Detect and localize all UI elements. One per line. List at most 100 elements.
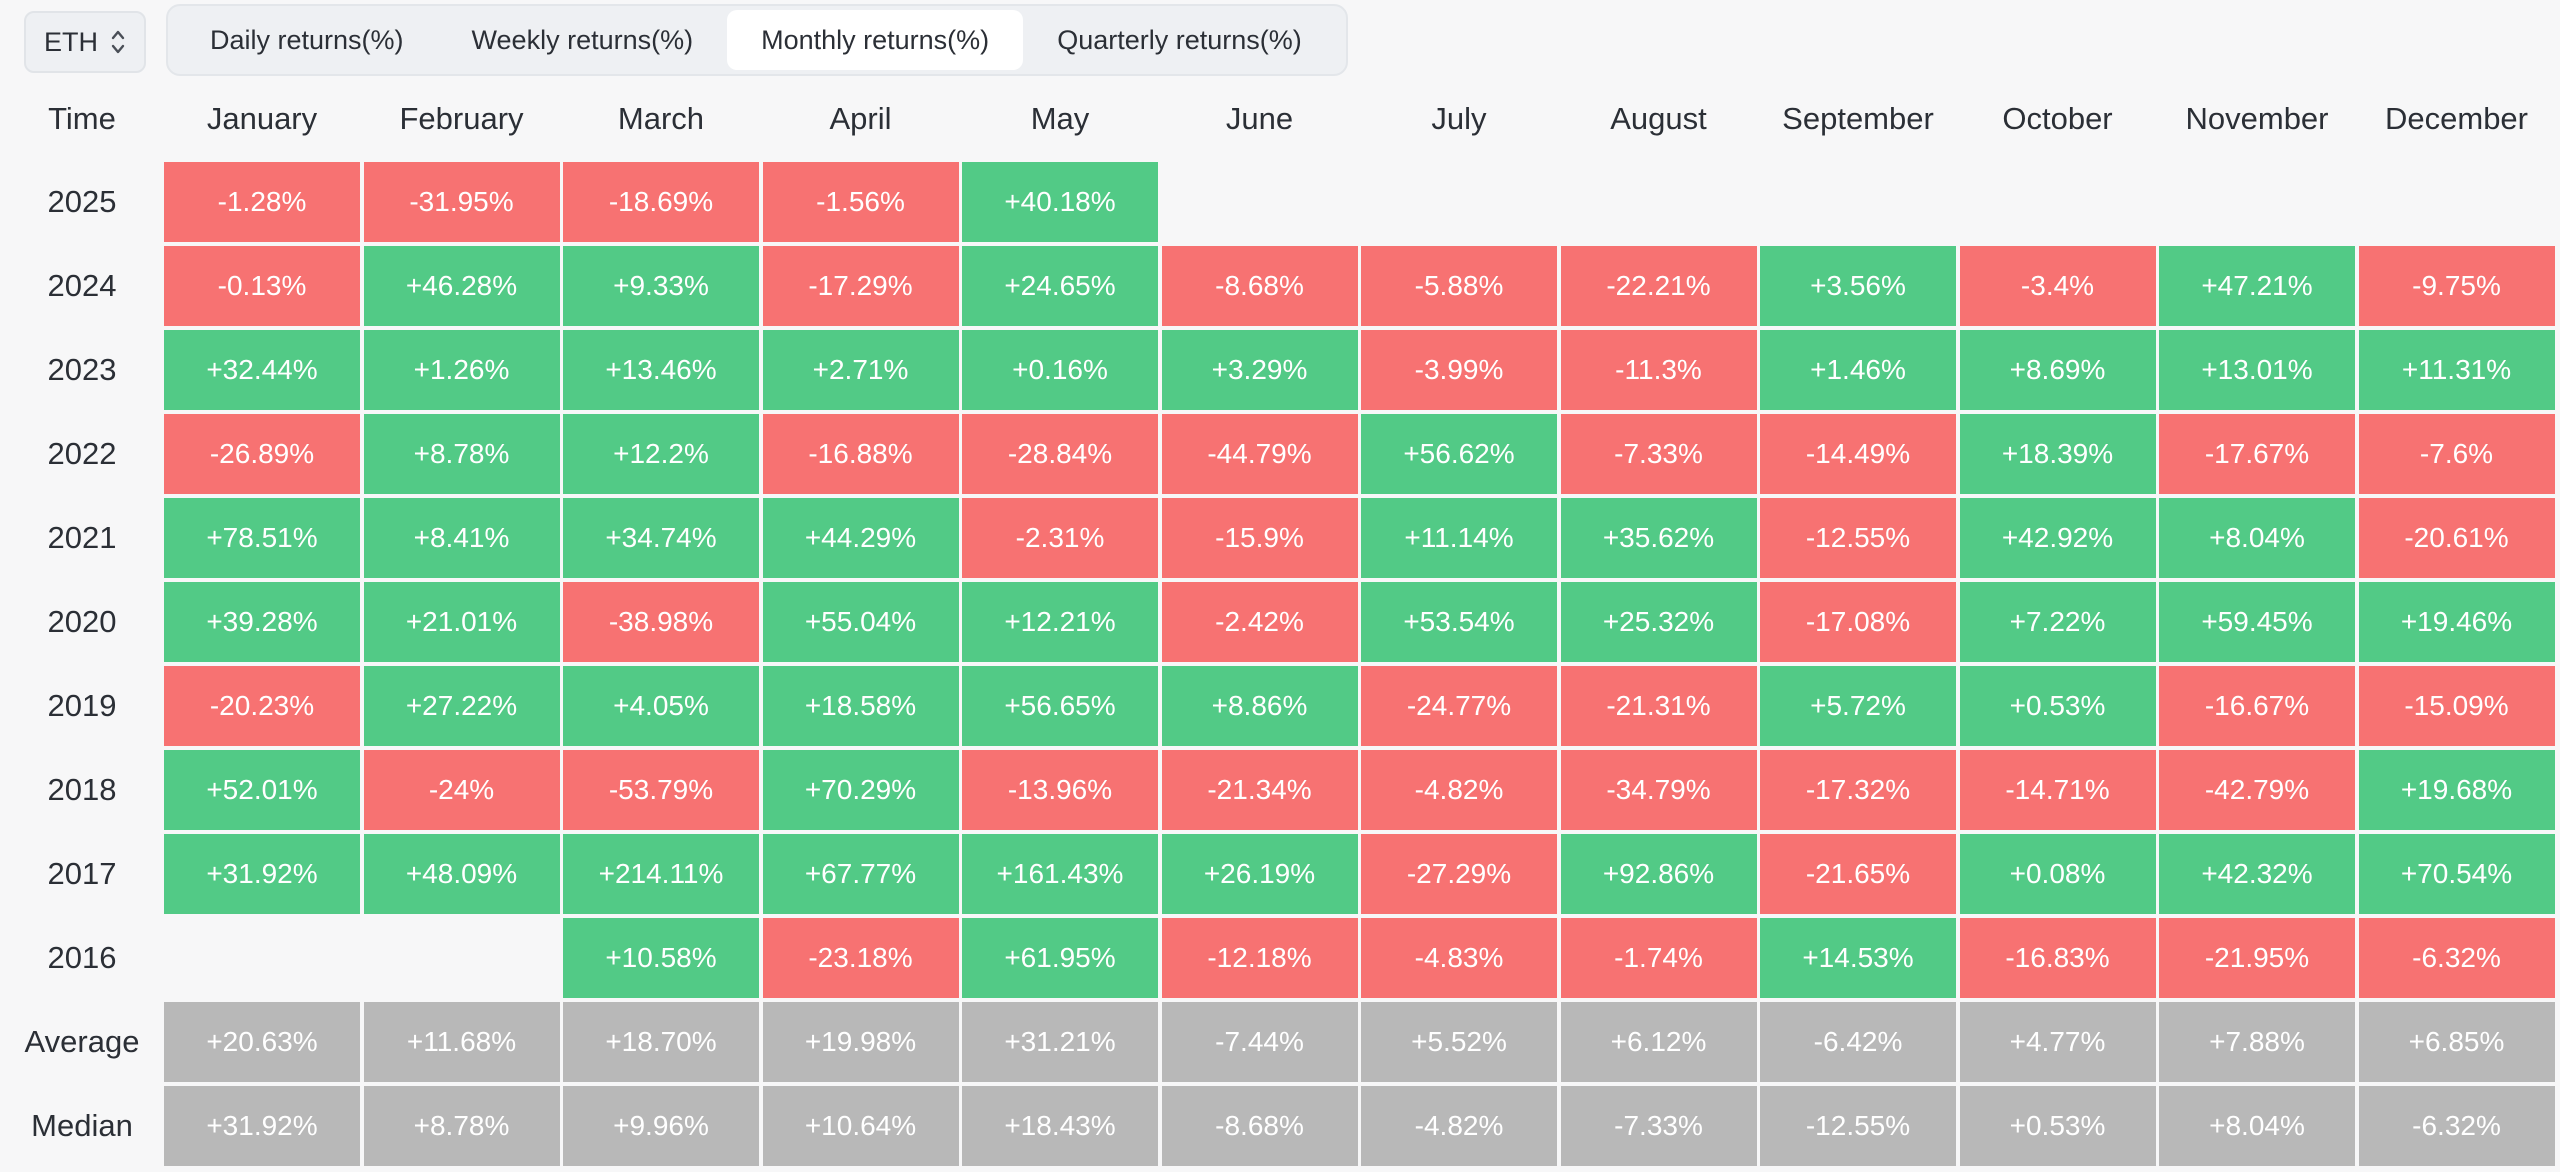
return-cell: +25.32% xyxy=(1560,582,1757,662)
return-cell: -24.77% xyxy=(1361,666,1557,746)
return-cell: +0.53% xyxy=(1959,666,2156,746)
return-cell: +67.77% xyxy=(762,834,959,914)
return-cell: +5.72% xyxy=(1760,666,1956,746)
summary-cell: +5.52% xyxy=(1361,1002,1557,1082)
summary-cell: +10.64% xyxy=(762,1086,959,1166)
return-cell: -17.67% xyxy=(2159,414,2355,494)
return-cell: -7.6% xyxy=(2358,414,2555,494)
return-cell: +4.05% xyxy=(563,666,759,746)
month-header-june: June xyxy=(1225,101,1294,136)
return-cell: +0.08% xyxy=(1959,834,2156,914)
return-cell: -13.96% xyxy=(962,750,1158,830)
return-cell: +10.58% xyxy=(563,918,759,998)
summary-cell: +31.92% xyxy=(164,1086,360,1166)
return-cell: -27.29% xyxy=(1361,834,1557,914)
summary-cell: +6.12% xyxy=(1560,1002,1757,1082)
return-cell: -31.95% xyxy=(363,162,560,242)
return-cell: +214.11% xyxy=(563,834,759,914)
month-header-september: September xyxy=(1782,101,1934,136)
return-cell: -17.29% xyxy=(762,246,959,326)
return-cell: +18.39% xyxy=(1959,414,2156,494)
return-cell: +92.86% xyxy=(1560,834,1757,914)
return-cell: -1.28% xyxy=(164,162,360,242)
asset-select[interactable]: ETH xyxy=(24,11,146,73)
return-cell: -26.89% xyxy=(164,414,360,494)
return-cell: -9.75% xyxy=(2358,246,2555,326)
return-cell: -24% xyxy=(363,750,560,830)
summary-cell: +4.77% xyxy=(1959,1002,2156,1082)
summary-cell: +9.96% xyxy=(563,1086,759,1166)
return-cell: +44.29% xyxy=(762,498,959,578)
time-column-header: Time xyxy=(48,101,116,136)
summary-cell: -7.33% xyxy=(1560,1086,1757,1166)
summary-cell: +11.68% xyxy=(363,1002,560,1082)
return-cell: -16.83% xyxy=(1959,918,2156,998)
return-cell: -15.9% xyxy=(1161,498,1358,578)
return-cell: -17.08% xyxy=(1760,582,1956,662)
row-label-2019: 2019 xyxy=(47,688,117,723)
return-cell: +40.18% xyxy=(962,162,1158,242)
return-cell: -11.3% xyxy=(1560,330,1757,410)
return-cell: -4.83% xyxy=(1361,918,1557,998)
return-cell: -20.61% xyxy=(2358,498,2555,578)
tab-weekly-returns[interactable]: Weekly returns(%) xyxy=(471,24,694,55)
return-cell: +11.31% xyxy=(2358,330,2555,410)
row-label-2021: 2021 xyxy=(47,520,117,555)
return-cell: -7.33% xyxy=(1560,414,1757,494)
chevron-up-down-icon xyxy=(110,27,126,57)
return-cell: -1.74% xyxy=(1560,918,1757,998)
return-cell: -22.21% xyxy=(1560,246,1757,326)
return-cell: +3.56% xyxy=(1760,246,1956,326)
month-header-july: July xyxy=(1431,101,1487,136)
tab-daily-returns[interactable]: Daily returns(%) xyxy=(210,24,404,55)
toolbar: ETH xyxy=(24,8,146,76)
return-cell: -14.49% xyxy=(1760,414,1956,494)
row-label-2017: 2017 xyxy=(47,856,117,891)
return-cell: +9.33% xyxy=(563,246,759,326)
row-label-average: Average xyxy=(24,1024,140,1059)
summary-cell: +18.70% xyxy=(563,1002,759,1082)
return-cell: -3.4% xyxy=(1959,246,2156,326)
summary-cell: -7.44% xyxy=(1161,1002,1358,1082)
return-cell: -2.42% xyxy=(1161,582,1358,662)
return-cell: +3.29% xyxy=(1161,330,1358,410)
summary-cell: +20.63% xyxy=(164,1002,360,1082)
return-cell: -8.68% xyxy=(1161,246,1358,326)
row-label-2016: 2016 xyxy=(47,940,117,975)
month-header-may: May xyxy=(1030,101,1090,136)
return-cell: -2.31% xyxy=(962,498,1158,578)
return-cell: -53.79% xyxy=(563,750,759,830)
tab-quarterly-returns[interactable]: Quarterly returns(%) xyxy=(1057,24,1302,55)
return-cell: +8.04% xyxy=(2159,498,2355,578)
return-cell: +13.46% xyxy=(563,330,759,410)
return-cell: -3.99% xyxy=(1361,330,1557,410)
summary-cell: +6.85% xyxy=(2358,1002,2555,1082)
return-cell: -16.88% xyxy=(762,414,959,494)
return-cell: -17.32% xyxy=(1760,750,1956,830)
summary-cell: -4.82% xyxy=(1361,1086,1557,1166)
return-cell: +78.51% xyxy=(164,498,360,578)
summary-cell: +8.78% xyxy=(363,1086,560,1166)
return-cell: +53.54% xyxy=(1361,582,1557,662)
return-cell: +35.62% xyxy=(1560,498,1757,578)
return-cell: -12.18% xyxy=(1161,918,1358,998)
return-cell: -15.09% xyxy=(2358,666,2555,746)
summary-cell: +19.98% xyxy=(762,1002,959,1082)
month-header-april: April xyxy=(829,101,892,136)
month-header-december: December xyxy=(2385,101,2528,136)
return-cell: -18.69% xyxy=(563,162,759,242)
summary-cell: +7.88% xyxy=(2159,1002,2355,1082)
summary-cell: -6.32% xyxy=(2358,1086,2555,1166)
return-cell: -4.82% xyxy=(1361,750,1557,830)
return-cell: -21.95% xyxy=(2159,918,2355,998)
month-header-october: October xyxy=(2002,101,2113,136)
return-cell: -28.84% xyxy=(962,414,1158,494)
tab-monthly-returns[interactable]: Monthly returns(%) xyxy=(727,10,1024,70)
return-cell: +70.54% xyxy=(2358,834,2555,914)
return-cell: -21.65% xyxy=(1760,834,1956,914)
return-cell: -5.88% xyxy=(1361,246,1557,326)
return-cell: -34.79% xyxy=(1560,750,1757,830)
return-cell: -21.31% xyxy=(1560,666,1757,746)
row-label-2018: 2018 xyxy=(47,772,117,807)
return-cell: +19.68% xyxy=(2358,750,2555,830)
